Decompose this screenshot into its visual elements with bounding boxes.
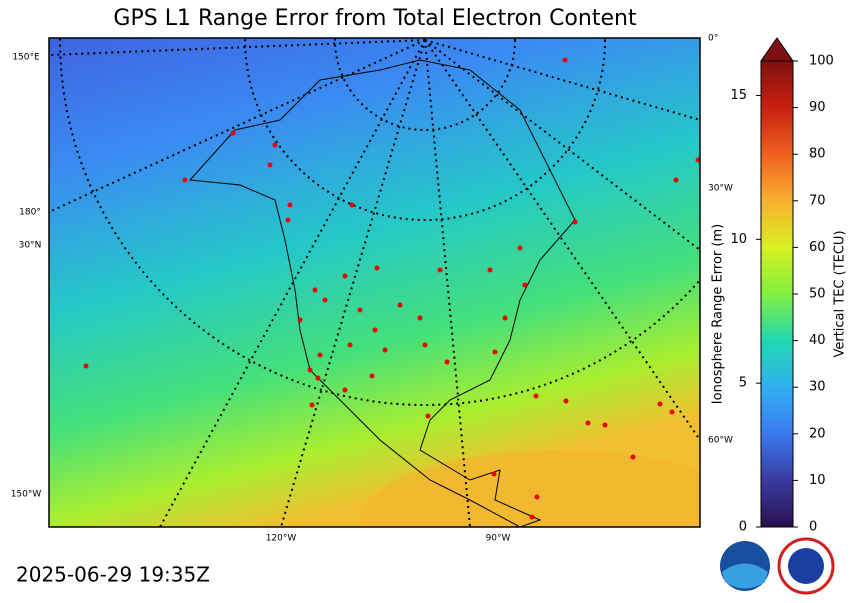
lon-label: 60°W bbox=[708, 436, 733, 446]
colorbar-tick-label: 100 bbox=[809, 54, 834, 69]
colorbar-tick-label: 60 bbox=[809, 240, 826, 255]
graticule bbox=[49, 38, 700, 527]
colorbar-tick-label: 0 bbox=[809, 520, 817, 535]
coastline bbox=[188, 59, 576, 527]
range-tick-label: 10 bbox=[730, 232, 747, 247]
colorbar-fill bbox=[760, 60, 794, 528]
lon-label: 180° bbox=[19, 208, 41, 218]
stations bbox=[83, 57, 700, 520]
lon-label: 0° bbox=[708, 34, 718, 44]
colorbar-tick-label: 30 bbox=[809, 380, 826, 395]
colorbar bbox=[760, 37, 794, 528]
colorbar-extend bbox=[760, 37, 794, 62]
nws-inner bbox=[788, 548, 824, 584]
map-frame bbox=[48, 37, 701, 528]
colorbar-tick-label: 40 bbox=[809, 333, 826, 348]
logos bbox=[720, 537, 835, 595]
colorbar-tick-label: 70 bbox=[809, 193, 826, 208]
colorbar-label: Vertical TEC (TECU) bbox=[833, 230, 848, 357]
colorbar-tick-label: 10 bbox=[809, 473, 826, 488]
colorbar-tick-label: 20 bbox=[809, 426, 826, 441]
timestamp: 2025-06-29 19:35Z bbox=[16, 563, 210, 587]
lon-label: 120°W bbox=[266, 534, 297, 544]
map bbox=[49, 38, 700, 527]
range-tick-label: 5 bbox=[739, 376, 747, 391]
range-axis-label: Ionosphere Range Error (m) bbox=[711, 224, 726, 404]
lon-label: 90°W bbox=[486, 534, 511, 544]
colorbar-tick-label: 90 bbox=[809, 100, 826, 115]
title: GPS L1 Range Error from Total Electron C… bbox=[113, 6, 637, 31]
noaa-wave bbox=[722, 563, 768, 589]
range-tick-label: 15 bbox=[730, 88, 747, 103]
range-tick-label: 0 bbox=[739, 520, 747, 535]
lat-label: 30°N bbox=[19, 241, 42, 251]
lon-label: 150°E bbox=[12, 53, 40, 63]
colorbar-tick-label: 80 bbox=[809, 147, 826, 162]
lon-label: 30°W bbox=[708, 184, 733, 194]
lon-label: 150°W bbox=[11, 490, 42, 500]
tec-high bbox=[360, 450, 700, 527]
colorbar-tick-label: 50 bbox=[809, 287, 826, 302]
